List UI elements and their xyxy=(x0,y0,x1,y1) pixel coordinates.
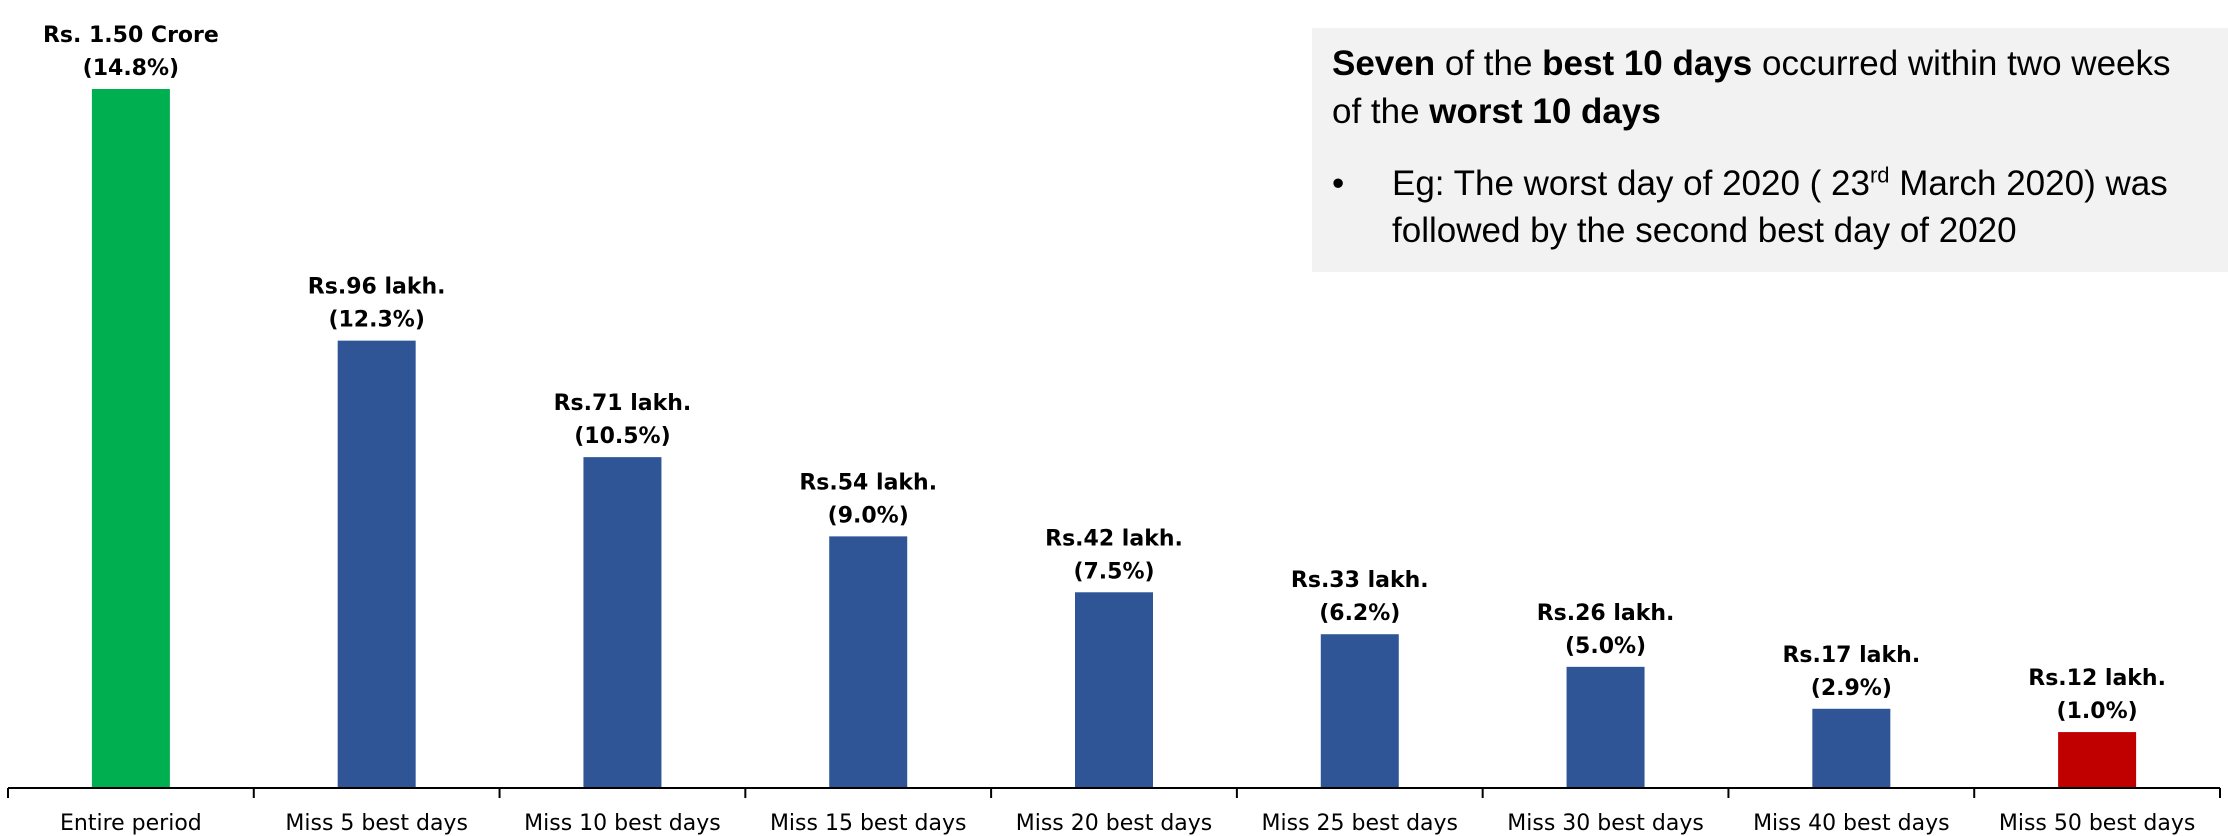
x-tick-label: Miss 40 best days xyxy=(1753,811,1950,836)
value-label: Rs.26 lakh. xyxy=(1537,601,1675,626)
bar xyxy=(1075,592,1153,788)
value-label: Rs.33 lakh. xyxy=(1291,568,1429,593)
percent-label: (9.0%) xyxy=(828,503,909,528)
data-labels-group: Rs. 1.50 Crore (14.8%) Rs.96 lakh. (12.3%) R… xyxy=(43,23,2166,724)
x-tick-label: Miss 25 best days xyxy=(1262,811,1459,836)
bar xyxy=(2058,732,2137,788)
bullet-text: Eg: The worst day of 2020 ( 23rd March 2… xyxy=(1392,160,2208,254)
bar xyxy=(337,340,416,788)
percent-label: (2.9%) xyxy=(1811,676,1892,701)
value-label: Rs. 1.50 Crore xyxy=(43,23,219,48)
annotation-box: Seven of the best 10 days occurred withi… xyxy=(1312,28,2228,272)
bars-group xyxy=(91,89,2137,788)
percent-label: (7.5%) xyxy=(1073,559,1154,584)
bar xyxy=(1812,708,1891,788)
bullet-text-1: Eg: The worst day of 2020 ( 23 xyxy=(1392,164,1870,203)
bullet-superscript: rd xyxy=(1869,162,1890,188)
bullet-text-2: March 2020) was followed by the second b… xyxy=(1392,164,2168,250)
bullet-symbol: • xyxy=(1332,164,1345,203)
x-tick-label: Miss 50 best days xyxy=(1999,811,2196,836)
annotation-text-1: of the xyxy=(1435,44,1543,83)
x-tick-label: Miss 5 best days xyxy=(285,811,468,836)
bar xyxy=(1320,634,1399,788)
percent-label: (5.0%) xyxy=(1565,634,1646,659)
bar xyxy=(1566,666,1645,788)
annotation-heading: Seven of the best 10 days occurred withi… xyxy=(1332,40,2208,136)
value-label: Rs.96 lakh. xyxy=(308,275,446,300)
x-tick-label: Entire period xyxy=(60,811,202,836)
bar xyxy=(583,457,662,788)
bar xyxy=(91,89,170,788)
bar xyxy=(829,536,908,788)
value-label: Rs.12 lakh. xyxy=(2028,666,2166,691)
annotation-bold-best: best 10 days xyxy=(1542,44,1753,83)
value-label: Rs.54 lakh. xyxy=(799,470,937,495)
x-tick-label: Miss 20 best days xyxy=(1016,811,1213,836)
value-label: Rs.71 lakh. xyxy=(554,391,692,416)
percent-label: (14.8%) xyxy=(83,56,179,81)
x-tick-label: Miss 10 best days xyxy=(524,811,721,836)
annotation-text-2: occurred within two weeks of the xyxy=(1332,44,2171,131)
annotation-bold-worst: worst 10 days xyxy=(1429,92,1661,131)
percent-label: (10.5%) xyxy=(574,424,670,449)
x-axis: Entire period Miss 5 best days Miss 10 bes… xyxy=(7,787,2221,836)
x-tick-label: Miss 15 best days xyxy=(770,811,967,836)
percent-label: (12.3%) xyxy=(328,308,424,333)
value-label: Rs.17 lakh. xyxy=(1782,643,1920,668)
annotation-bullet: • Eg: The worst day of 2020 ( 23rd March… xyxy=(1332,160,2208,254)
annotation-bold-seven: Seven xyxy=(1332,44,1436,83)
x-tick-label: Miss 30 best days xyxy=(1507,811,1704,836)
value-label: Rs.42 lakh. xyxy=(1045,526,1183,551)
percent-label: (1.0%) xyxy=(2057,699,2138,724)
percent-label: (6.2%) xyxy=(1319,601,1400,626)
